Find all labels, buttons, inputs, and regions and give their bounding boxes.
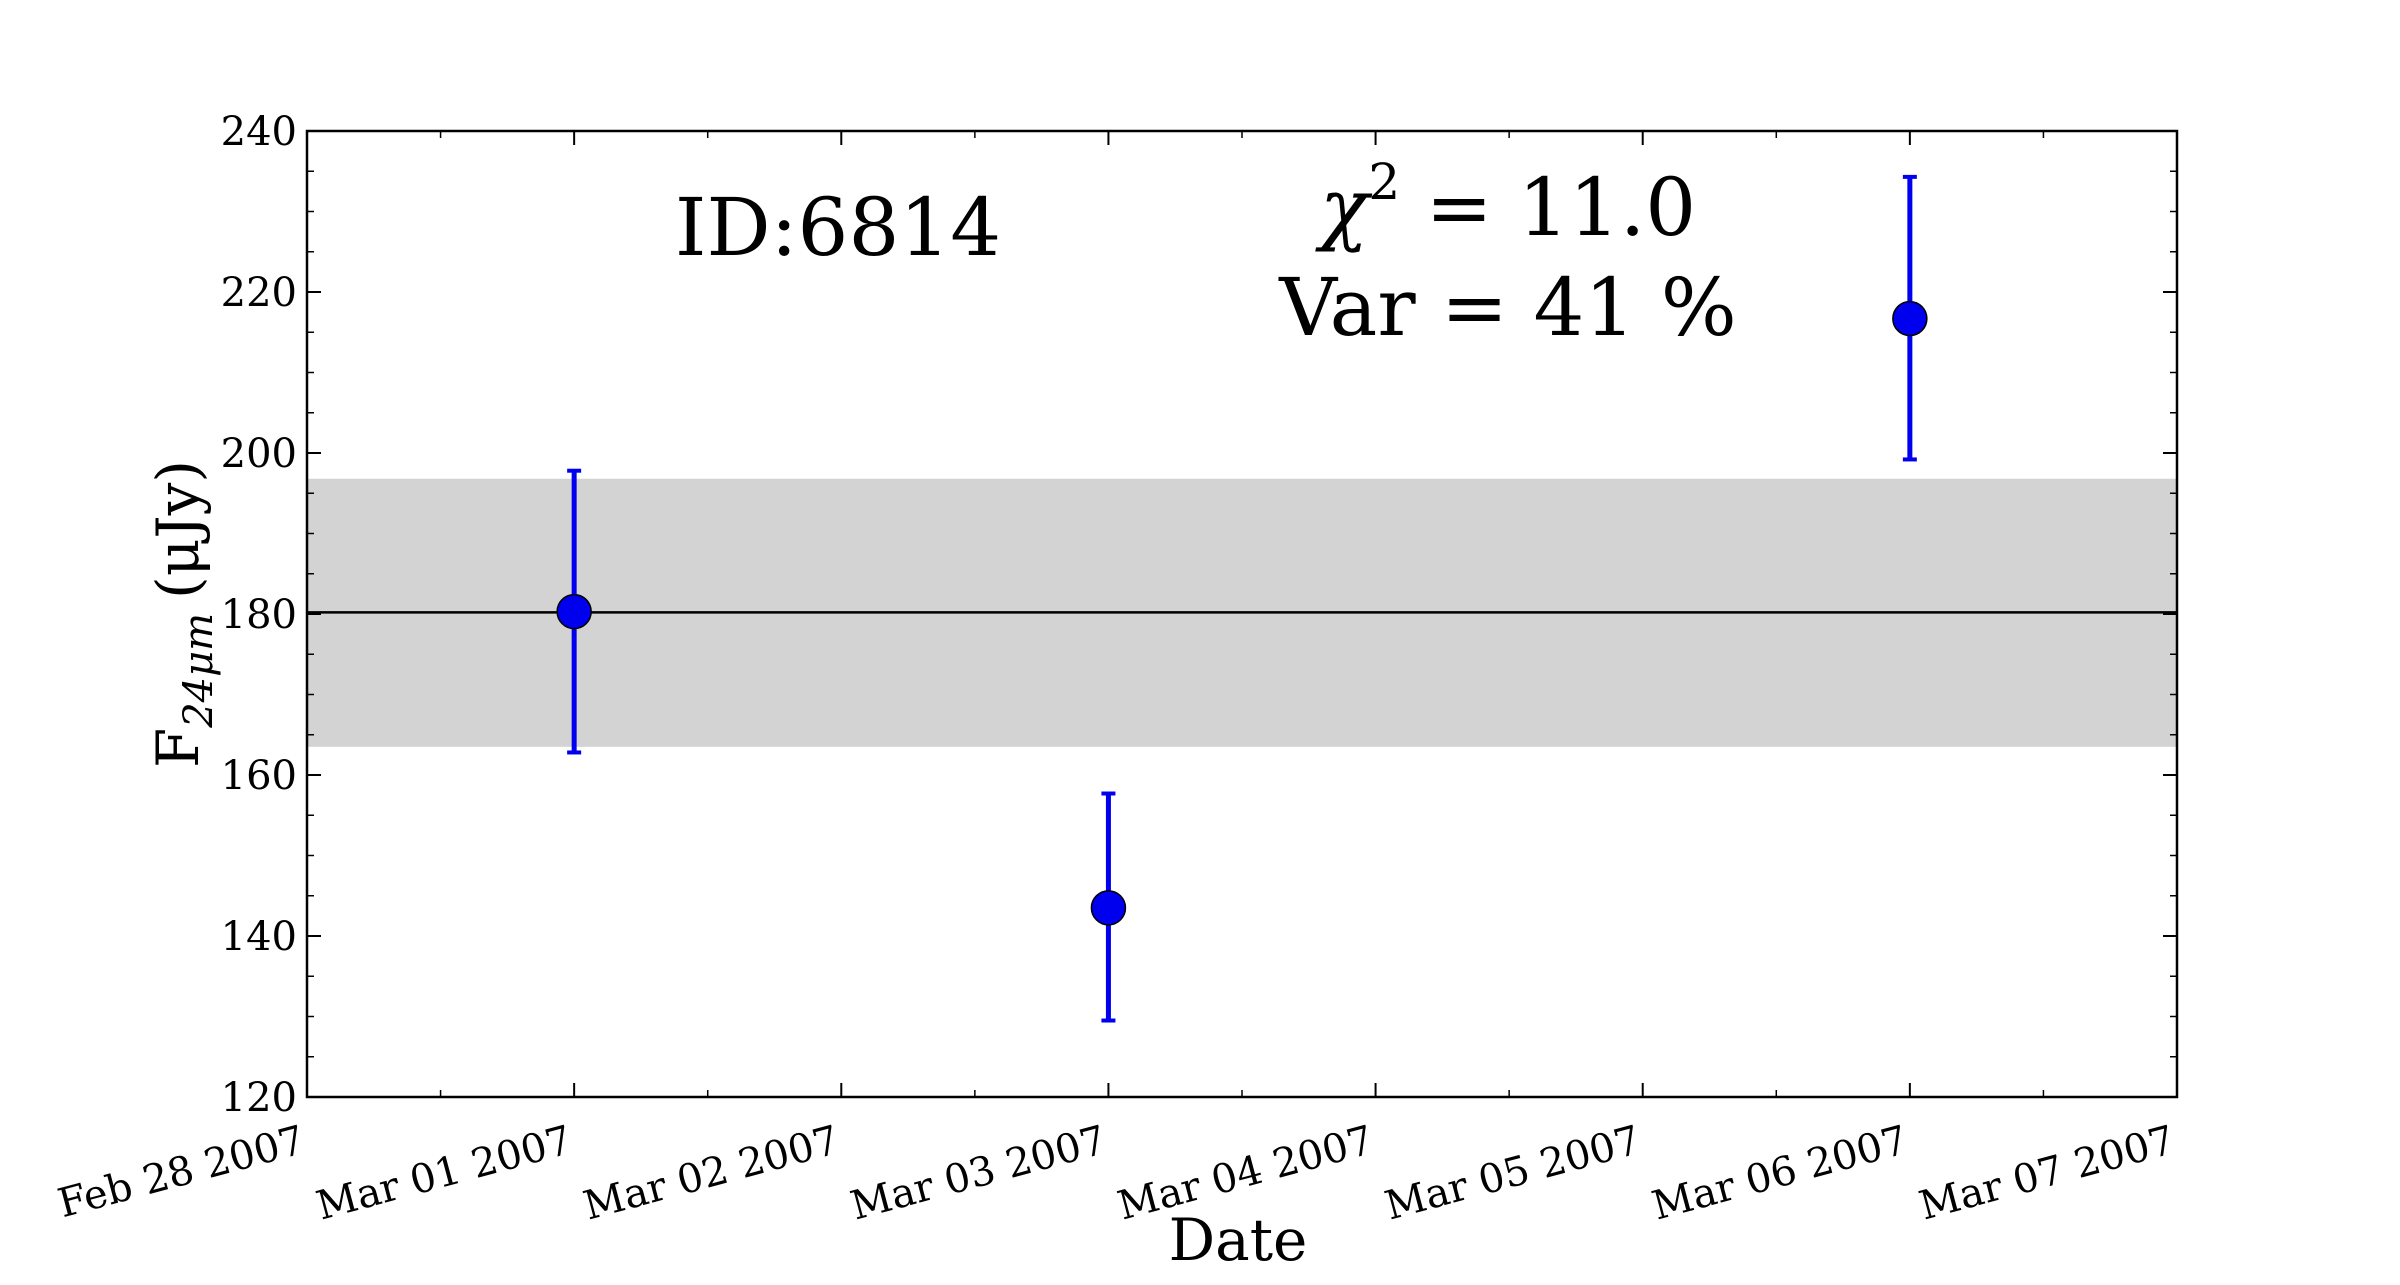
- data-marker: [1892, 300, 1928, 337]
- chi-value: = 11.0: [1400, 161, 1696, 254]
- data-marker: [556, 593, 592, 630]
- y-tick-label: 200: [221, 431, 297, 477]
- y-tick-label: 220: [221, 270, 297, 316]
- y-tick-label: 120: [221, 1075, 297, 1121]
- x-tick-label: Feb 28 2007: [53, 1117, 309, 1227]
- x-tick-label: Mar 01 2007: [312, 1117, 577, 1229]
- data-point: [1892, 174, 1928, 462]
- x-tick-label: Mar 02 2007: [579, 1117, 844, 1229]
- variability-label: Var = 41 %: [1278, 261, 1737, 354]
- y-axis-title-unit: (μJy): [144, 460, 212, 599]
- svg-text:F24μm(μJy): F24μm (μJy): [144, 460, 222, 768]
- source-id-label: ID:6814: [675, 181, 1001, 274]
- y-tick-label: 180: [221, 592, 297, 638]
- x-tick-label: Mar 06 2007: [1647, 1117, 1912, 1229]
- data-points: [556, 174, 1928, 1023]
- x-tick-label: Mar 05 2007: [1380, 1117, 1645, 1229]
- y-axis-title-sub: 24μm: [176, 613, 222, 729]
- plot-frame: [305, 129, 2179, 1099]
- chi-symbol: χ: [1315, 161, 1373, 254]
- y-tick-label: 160: [221, 753, 297, 799]
- y-axis-title-main: F: [144, 728, 212, 768]
- data-point: [1090, 791, 1127, 1023]
- data-marker: [1090, 890, 1127, 926]
- y-axis-ticks: 120 140 160 180 200 220 240: [221, 109, 2177, 1121]
- chi-exponent: 2: [1368, 153, 1400, 211]
- y-axis-title: F24μm (μJy): [144, 460, 222, 768]
- x-tick-label: Mar 07 2007: [1915, 1117, 2180, 1229]
- data-point: [556, 468, 592, 755]
- x-tick-label: Mar 03 2007: [846, 1117, 1111, 1229]
- x-axis-title: Date: [1169, 1206, 1308, 1274]
- y-tick-label: 140: [221, 914, 297, 960]
- y-tick-label: 240: [221, 109, 297, 155]
- chi-square-label: χ2 = 11.0: [1315, 153, 1696, 254]
